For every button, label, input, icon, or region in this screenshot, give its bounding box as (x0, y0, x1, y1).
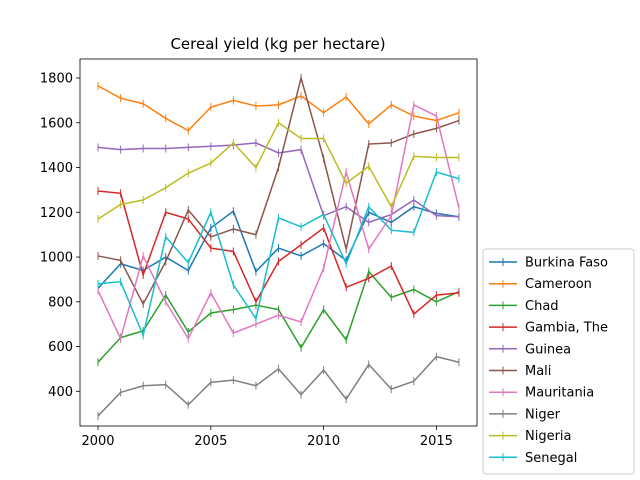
y-tick-label: 400 (48, 385, 73, 400)
legend-label: Gambia, The (525, 321, 608, 336)
y-tick-label: 1600 (40, 116, 73, 131)
legend-label: Mauritania (525, 386, 594, 401)
legend-label: Guinea (525, 342, 571, 357)
legend-item: Gambia, The (489, 321, 608, 336)
series-mauritania (97, 100, 460, 343)
legend-box (482, 248, 635, 475)
series-nigeria (97, 118, 460, 224)
axes: 2000 2005 2010 2015 400 600 800 1000 1200 1400 160… (40, 58, 478, 449)
legend-label: Chad (525, 299, 559, 314)
series-senegal (97, 168, 460, 340)
chart-title: Cereal yield (kg per hectare) (170, 35, 385, 53)
x-tick-label: 2005 (194, 434, 227, 449)
y-tick-label: 1200 (40, 206, 73, 221)
legend-item: Mali (489, 364, 551, 379)
y-tick-label: 800 (48, 295, 73, 310)
series-mali (97, 74, 460, 309)
legend-label: Nigeria (525, 429, 572, 444)
legend-label: Niger (525, 407, 561, 422)
axes-frame (79, 58, 478, 427)
legend-label: Senegal (525, 451, 577, 466)
legend-label: Burkina Faso (525, 256, 608, 271)
legend-item: Burkina Faso (489, 256, 608, 271)
y-tick-label: 1000 (40, 251, 73, 266)
series-gambia-the (97, 187, 460, 319)
legend-label: Cameroon (525, 277, 592, 292)
legend-item: Cameroon (489, 277, 592, 292)
legend-item: Nigeria (489, 429, 572, 444)
legend-item: Niger (489, 407, 561, 422)
series-cameroon (97, 81, 460, 135)
series-niger (97, 352, 460, 420)
x-tick-label: 2010 (307, 434, 340, 449)
legend-item: Guinea (489, 342, 571, 357)
y-tick-label: 1800 (40, 72, 73, 87)
plot-area (97, 74, 460, 420)
x-tick-label: 2015 (420, 434, 453, 449)
legend: Burkina Faso Cameroon Chad Gambia, The Guine… (482, 248, 635, 475)
y-tick-label: 600 (48, 340, 73, 355)
legend-item: Mauritania (489, 386, 594, 401)
x-tick-label: 2000 (81, 434, 114, 449)
legend-item: Chad (489, 299, 559, 314)
legend-label: Mali (525, 364, 551, 379)
legend-item: Senegal (489, 451, 577, 466)
y-tick-label: 1400 (40, 161, 73, 176)
